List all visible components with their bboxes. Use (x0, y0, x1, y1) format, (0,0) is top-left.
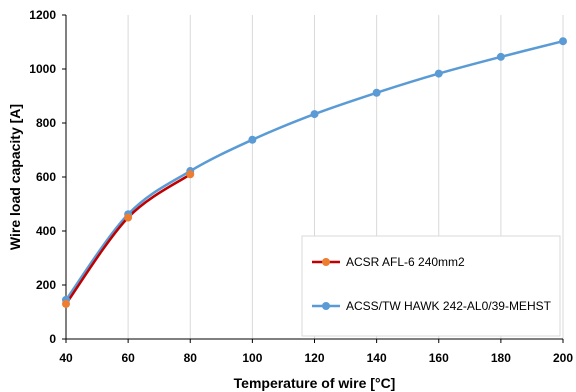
y-tick-labels: 0 200 400 600 800 1000 1200 (29, 8, 56, 346)
data-series (62, 37, 567, 308)
series-1-point (310, 110, 319, 119)
series-1-point (248, 135, 257, 144)
y-tick-label: 800 (36, 116, 56, 130)
x-tick-label: 160 (429, 351, 449, 365)
x-tick-label: 80 (184, 351, 198, 365)
series-0-point (186, 170, 195, 179)
legend: ACSR AFL-6 240mm2 ACSS/TW HAWK 242-AL0/3… (301, 235, 561, 337)
y-axis-title: Wire load capacity [A] (7, 104, 23, 250)
x-tick-label: 60 (121, 351, 135, 365)
series-1-point (559, 37, 567, 46)
x-tick-label: 200 (553, 351, 573, 365)
x-tick-label: 180 (491, 351, 511, 365)
x-tick-label: 120 (304, 351, 324, 365)
series-0-point (62, 299, 70, 308)
y-tick-label: 200 (36, 278, 56, 292)
x-tick-label: 100 (242, 351, 262, 365)
series-1-point (434, 69, 443, 78)
series-1-point (496, 52, 505, 61)
series-1-point (372, 88, 381, 97)
y-tick-label: 400 (36, 224, 56, 238)
legend-label-acsr: ACSR AFL-6 240mm2 (346, 255, 465, 269)
legend-marker-acss (322, 302, 330, 310)
y-tick-label: 1200 (29, 8, 56, 22)
x-tick-label: 40 (59, 351, 73, 365)
axes (62, 14, 564, 343)
y-tick-label: 1000 (29, 62, 56, 76)
x-tick-labels: 40 60 80 100 120 140 160 180 200 (59, 351, 573, 365)
legend-label-acss: ACSS/TW HAWK 242-AL0/39-MEHST (346, 299, 552, 313)
y-tick-label: 0 (49, 332, 56, 346)
y-tick-label: 600 (36, 170, 56, 184)
x-tick-label: 140 (367, 351, 387, 365)
series-0-point (124, 213, 133, 222)
legend-marker-acsr (322, 258, 330, 266)
legend-box (301, 235, 561, 337)
x-axis-title: Temperature of wire [°C] (234, 375, 396, 391)
